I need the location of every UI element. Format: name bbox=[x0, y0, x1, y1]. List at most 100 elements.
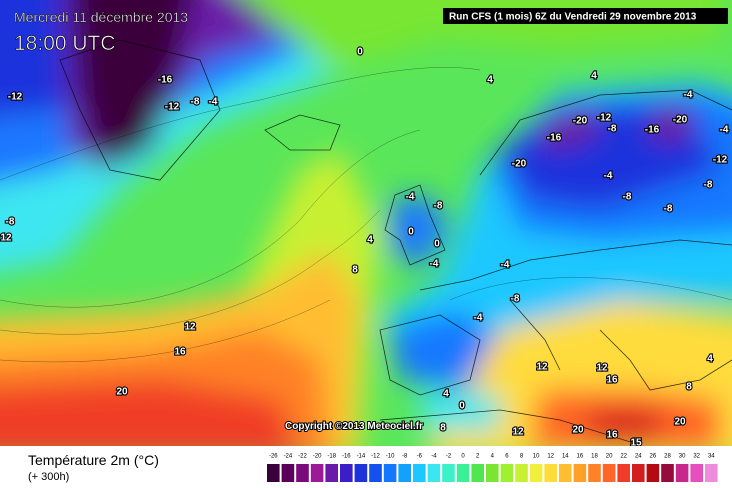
colorbar-tick-label: -18 bbox=[327, 454, 336, 460]
colorbar-swatch bbox=[602, 464, 616, 482]
contour-label: -4 bbox=[474, 313, 483, 324]
contour-label: -16 bbox=[158, 75, 173, 86]
colorbar-swatch bbox=[661, 464, 674, 482]
contour-label: -8 bbox=[664, 204, 673, 215]
colorbar-swatch bbox=[398, 464, 411, 482]
colorbar-tick-label: -22 bbox=[298, 454, 307, 460]
contour-label: 12 bbox=[596, 363, 608, 374]
contour-label: 20 bbox=[116, 387, 128, 398]
contour-label: 8 bbox=[686, 382, 692, 393]
contour-label: 16 bbox=[174, 347, 186, 358]
colorbar: -26 -24 -22 -20 -18 -16 -14 -12 -10 -8 -6 -4 -2 0 2 4 6 8… bbox=[267, 454, 718, 482]
contour-label: 4 bbox=[707, 354, 713, 365]
colorbar-tick-label: -14 bbox=[357, 454, 366, 460]
contour-label: -12 bbox=[8, 92, 23, 103]
colorbar-tick-label: 28 bbox=[664, 454, 671, 460]
colorbar-swatch bbox=[413, 464, 426, 482]
colorbar-swatch bbox=[427, 464, 441, 482]
contour-label: -4 bbox=[720, 125, 729, 136]
colorbar-tick-label: 0 bbox=[461, 454, 465, 460]
colorbar-tick-label: 8 bbox=[520, 454, 524, 460]
run-label: Run CFS (1 mois) 6Z du Vendredi 29 novem… bbox=[449, 12, 697, 23]
colorbar-tick-label: -12 bbox=[371, 454, 380, 460]
contour-label: 15 bbox=[630, 438, 642, 446]
colorbar-swatch bbox=[471, 464, 484, 482]
colorbar-swatch bbox=[559, 464, 572, 482]
colorbar-tick-label: -16 bbox=[342, 454, 351, 460]
contour-label: 12 bbox=[184, 322, 196, 333]
colorbar-tick-label: 2 bbox=[476, 454, 480, 460]
colorbar-tick-label: -26 bbox=[269, 454, 278, 460]
contour-label: -12 bbox=[713, 155, 728, 166]
colorbar-tick-label: 20 bbox=[606, 454, 613, 460]
contour-label: 4 bbox=[367, 235, 373, 246]
time-label: 18:00 UTC bbox=[14, 32, 116, 55]
colorbar-tick-label: 26 bbox=[650, 454, 657, 460]
colorbar-tick-label: 24 bbox=[635, 454, 642, 460]
colorbar-swatch bbox=[369, 464, 382, 482]
coastlines bbox=[59, 39, 732, 446]
contour-label: 12 bbox=[512, 427, 524, 438]
contour-label: 8 bbox=[352, 265, 358, 276]
colorbar-swatch bbox=[515, 464, 528, 482]
contour-label: -12 bbox=[597, 113, 612, 124]
colorbar-tick-label: -24 bbox=[284, 454, 293, 460]
colorbar-swatch bbox=[529, 464, 543, 482]
contour-label: -4 bbox=[501, 260, 510, 271]
colorbar-swatch bbox=[705, 464, 718, 482]
colorbar-swatch bbox=[354, 464, 368, 482]
colorbar-tick-label: 6 bbox=[505, 454, 509, 460]
contour-label: 12 bbox=[536, 362, 548, 373]
colorbar-tick-label: 18 bbox=[591, 454, 598, 460]
contour-labels: 0-16-12-12 -8 -44 4-4-20 -12 -20-16-16-8 -4-20… bbox=[0, 46, 730, 446]
contour-label: -4 bbox=[430, 259, 439, 270]
contour-label: 0 bbox=[459, 401, 465, 412]
colorbar-tick-label: 12 bbox=[547, 454, 554, 460]
colorbar-swatch bbox=[617, 464, 630, 482]
colorbar-swatch bbox=[456, 464, 470, 482]
colorbar-tick-label: 4 bbox=[491, 454, 495, 460]
contour-label: -4 bbox=[406, 192, 415, 203]
colorbar-tick-label: -20 bbox=[313, 454, 322, 460]
colorbar-tick-label: -4 bbox=[431, 454, 437, 460]
colorbar-swatch bbox=[310, 464, 324, 482]
colorbar-swatch bbox=[675, 464, 689, 482]
contour-label: 4 bbox=[591, 71, 597, 82]
contour-label: -8 bbox=[704, 180, 713, 191]
contour-label: -20 bbox=[512, 159, 527, 170]
colorbar-swatch bbox=[500, 464, 514, 482]
contour-label: -8 bbox=[6, 217, 15, 228]
colorbar-tick-label: 14 bbox=[562, 454, 569, 460]
temperature-field bbox=[0, 0, 732, 446]
colorbar-swatch bbox=[340, 464, 353, 482]
colorbar-tick-label: -2 bbox=[446, 454, 452, 460]
isotherms bbox=[0, 67, 732, 363]
colorbar-swatch bbox=[632, 464, 645, 482]
colorbar-swatch bbox=[588, 464, 601, 482]
colorbar-tick-label: 10 bbox=[533, 454, 540, 460]
contour-label: 4 bbox=[487, 75, 493, 86]
colorbar-tick-label: 30 bbox=[679, 454, 686, 460]
colorbar-swatch bbox=[267, 464, 280, 482]
contour-label: 0 bbox=[408, 227, 414, 238]
run-box bbox=[443, 8, 728, 24]
legend-title: Température 2m (°C) bbox=[28, 452, 159, 468]
contour-label: 0 bbox=[357, 47, 363, 58]
contour-label: 16 bbox=[606, 430, 618, 441]
contour-label: -12 bbox=[165, 102, 180, 113]
colorbar-tick-label: 32 bbox=[693, 454, 700, 460]
contour-label: -20 bbox=[573, 116, 588, 127]
colorbar-swatch bbox=[690, 464, 703, 482]
contour-label: -4 bbox=[209, 97, 218, 108]
contour-label: -20 bbox=[673, 115, 688, 126]
date-label: Mercredi 11 décembre 2013 bbox=[14, 9, 188, 25]
colorbar-swatch bbox=[281, 464, 295, 482]
contour-label: 12 bbox=[0, 233, 12, 244]
colorbar-swatch bbox=[573, 464, 587, 482]
colorbar-tick-label: 22 bbox=[620, 454, 627, 460]
contour-label: -4 bbox=[684, 90, 693, 101]
contour-label: 20 bbox=[572, 425, 584, 436]
map: Run CFS (1 mois) 6Z du Vendredi 29 novem… bbox=[0, 0, 732, 446]
contour-label: 0 bbox=[434, 239, 440, 250]
